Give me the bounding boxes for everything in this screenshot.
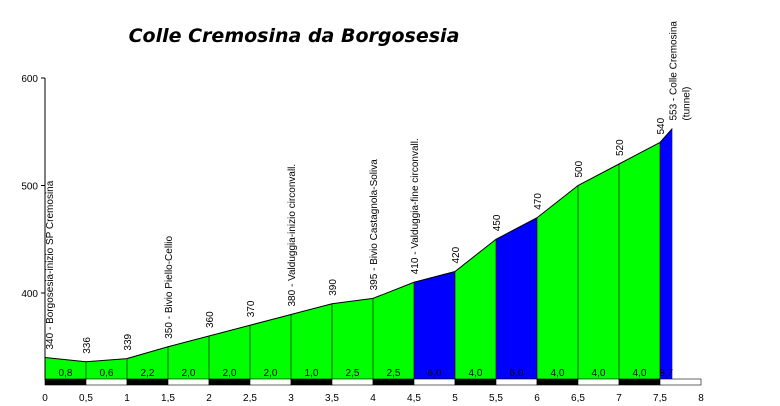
x-tick-label: 3 <box>288 393 294 404</box>
grade-label: 0,6 <box>100 368 114 379</box>
grade-label: 0,8 <box>59 368 73 379</box>
point-label: 553 - Colle Cremosina <box>668 21 679 121</box>
y-axis: 400 500 600 <box>21 74 46 380</box>
point-label: 390 <box>328 279 339 296</box>
y-tick-label: 600 <box>21 74 38 85</box>
grade-label: 8,7 <box>659 368 673 379</box>
grade-label: 2,5 <box>346 368 360 379</box>
x-tick-label: 1,5 <box>161 393 175 404</box>
grade-label: 6,0 <box>510 368 524 379</box>
profile-segment <box>86 358 127 380</box>
distance-bar-block <box>167 378 210 386</box>
distance-bar-block <box>372 378 415 386</box>
grade-label: 4,0 <box>551 368 565 379</box>
grade-label: 2,0 <box>264 368 278 379</box>
point-label: 450 <box>492 214 503 231</box>
x-tick-label: 7 <box>616 393 622 404</box>
distance-bar-block <box>249 378 292 386</box>
grade-label: 2,0 <box>223 368 237 379</box>
point-label: 370 <box>246 300 257 317</box>
distance-bar-block <box>454 378 497 386</box>
x-axis: 0 0,5 1 1,5 2 2,5 3 3,5 4 4,5 5 5,5 6 6,5 7 7,5 8 <box>42 393 704 404</box>
chart-title: Colle Cremosina da Borgosesia <box>129 25 460 47</box>
point-label: 540 <box>656 117 667 134</box>
distance-bar-block <box>208 378 251 386</box>
x-tick-label: 4,5 <box>407 393 421 404</box>
profile-segment <box>578 164 619 380</box>
x-tick-label: 8 <box>698 393 704 404</box>
point-label: 336 <box>82 337 93 354</box>
distance-bar-block <box>413 378 456 386</box>
x-tick-label: 0,5 <box>79 393 93 404</box>
point-label: 339 <box>123 333 134 350</box>
x-tick-label: 6,5 <box>571 393 585 404</box>
profile-segment <box>168 336 209 380</box>
point-label: 350 - Bivio Piello-Cellio <box>164 235 175 338</box>
x-tick-label: 2,5 <box>243 393 257 404</box>
distance-bar-block <box>331 378 374 386</box>
grade-label: 1,0 <box>305 368 319 379</box>
distance-bar-block <box>618 378 661 386</box>
point-label: 380 - Valduggia-inizio circonvall. <box>287 164 298 307</box>
distance-bar-block <box>577 378 620 386</box>
profile-segment <box>291 303 332 380</box>
profile-segment <box>660 128 673 380</box>
x-tick-label: 1 <box>124 393 130 404</box>
point-label: 340 - Borgosesia-inizio SP Cremosina <box>45 180 56 349</box>
profile-segment <box>414 271 455 380</box>
distance-bar <box>44 378 702 386</box>
grade-label: 4,0 <box>469 368 483 379</box>
grade-labels: 0,8 0,6 2,2 2,0 2,0 2,0 1,0 2,5 2,5 6,0 4,0 6,0 4,0 4… <box>59 368 674 379</box>
point-label: (tunnel) <box>681 87 692 121</box>
profile-segment <box>496 217 537 380</box>
distance-bar-block <box>44 378 87 386</box>
point-label: 520 <box>615 139 626 156</box>
distance-bar-block <box>536 378 579 386</box>
point-label: 410 - Valduggia-fine circonvall. <box>410 138 421 274</box>
profile-segment <box>619 142 660 380</box>
distance-bar-block <box>290 378 333 386</box>
y-tick-label: 400 <box>21 289 38 300</box>
profile-segment <box>455 239 496 380</box>
profile-segment <box>127 346 168 380</box>
x-tick-label: 6 <box>534 393 540 404</box>
distance-bar-block <box>659 378 702 386</box>
grade-label: 2,5 <box>387 368 401 379</box>
point-label: 470 <box>533 193 544 210</box>
y-tick-label: 500 <box>21 182 38 193</box>
profile-segment <box>537 185 578 380</box>
point-labels: 340 - Borgosesia-inizio SP Cremosina 336 3… <box>45 21 692 354</box>
distance-bar-block <box>495 378 538 386</box>
grade-label: 4,0 <box>633 368 647 379</box>
grade-label: 2,2 <box>141 368 155 379</box>
distance-bar-block <box>126 378 169 386</box>
x-tick-label: 5,5 <box>489 393 503 404</box>
x-tick-label: 4 <box>370 393 376 404</box>
profile-line <box>44 128 673 363</box>
profile-segment <box>209 325 250 380</box>
grade-label: 6,0 <box>428 368 442 379</box>
point-label: 500 <box>574 160 585 177</box>
distance-bar-block <box>85 378 128 386</box>
x-tick-label: 0 <box>42 393 48 404</box>
x-tick-label: 5 <box>452 393 458 404</box>
profile-segment <box>332 298 373 380</box>
x-tick-label: 7,5 <box>653 393 667 404</box>
profile-segment <box>45 357 86 380</box>
point-label: 420 <box>451 246 462 263</box>
grade-label: 4,0 <box>592 368 606 379</box>
profile-area <box>44 128 673 380</box>
profile-segment <box>373 282 414 380</box>
profile-segment <box>250 314 291 380</box>
x-tick-label: 3,5 <box>325 393 339 404</box>
point-label: 360 <box>205 311 216 328</box>
x-tick-label: 2 <box>206 393 212 404</box>
point-label: 395 - Bivio Castagnola-Soliva <box>369 159 380 291</box>
grade-label: 2,0 <box>182 368 196 379</box>
